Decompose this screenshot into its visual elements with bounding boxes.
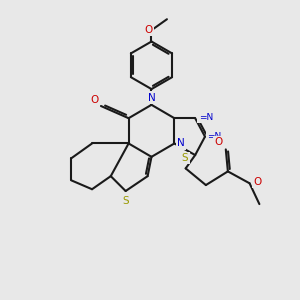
Text: S: S [182,153,188,163]
Text: O: O [144,25,153,35]
Text: O: O [214,137,223,147]
Text: N: N [148,93,155,103]
Text: S: S [122,196,129,206]
Text: O: O [90,94,99,104]
Text: =N: =N [199,113,213,122]
Text: N: N [177,139,185,148]
Text: O: O [253,177,261,187]
Text: =N: =N [207,132,222,141]
